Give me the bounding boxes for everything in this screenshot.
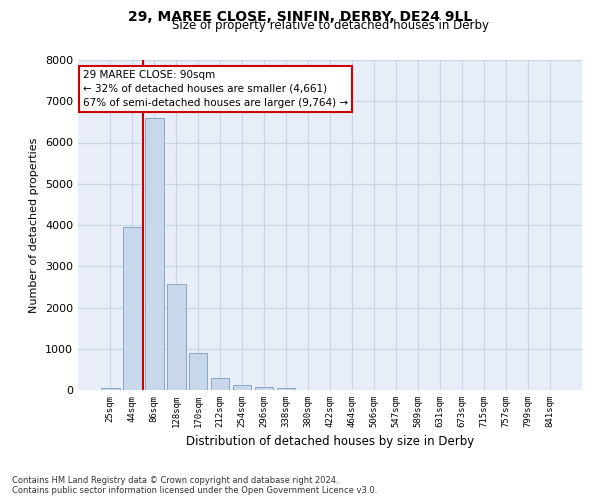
Y-axis label: Number of detached properties: Number of detached properties [29,138,40,312]
Bar [189,354,208,390]
Title: Size of property relative to detached houses in Derby: Size of property relative to detached ho… [172,20,488,32]
Bar [167,284,185,390]
X-axis label: Distribution of detached houses by size in Derby: Distribution of detached houses by size … [186,436,474,448]
Bar [123,227,142,390]
Bar [255,387,274,390]
Bar [145,118,164,390]
Text: 29, MAREE CLOSE, SINFIN, DERBY, DE24 9LL: 29, MAREE CLOSE, SINFIN, DERBY, DE24 9LL [128,10,472,24]
Bar [101,388,119,390]
Text: Contains HM Land Registry data © Crown copyright and database right 2024.
Contai: Contains HM Land Registry data © Crown c… [12,476,377,495]
Bar [277,388,295,390]
Bar [211,378,229,390]
Bar [233,386,251,390]
Text: 29 MAREE CLOSE: 90sqm
← 32% of detached houses are smaller (4,661)
67% of semi-d: 29 MAREE CLOSE: 90sqm ← 32% of detached … [83,70,348,108]
